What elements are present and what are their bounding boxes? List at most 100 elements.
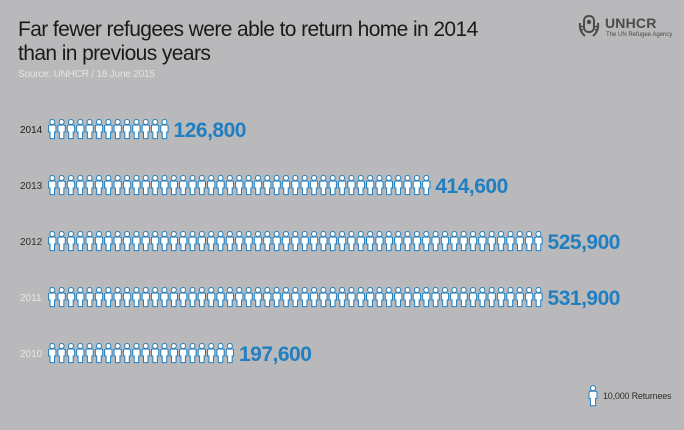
person-icon bbox=[235, 287, 244, 308]
person-icon bbox=[160, 175, 169, 196]
person-icon bbox=[178, 231, 188, 252]
person-icon bbox=[235, 175, 244, 196]
person-icon bbox=[48, 175, 57, 196]
person-icon bbox=[384, 231, 394, 252]
person-icon bbox=[412, 287, 422, 308]
value-label-2012: 525,900 bbox=[548, 231, 620, 254]
person-icon bbox=[113, 175, 122, 196]
person-icon bbox=[300, 287, 309, 308]
person-icon bbox=[328, 175, 337, 196]
person-icon bbox=[94, 287, 104, 308]
person-icon bbox=[244, 287, 253, 308]
person-icon bbox=[515, 287, 524, 308]
person-icon bbox=[478, 231, 487, 252]
person-icon bbox=[57, 231, 66, 252]
person-icon bbox=[160, 343, 169, 364]
person-icon bbox=[375, 175, 384, 196]
person-icon bbox=[94, 175, 104, 196]
value-label-2010: 197,600 bbox=[239, 343, 311, 366]
icon-row-2014 bbox=[48, 119, 169, 140]
person-icon bbox=[365, 175, 375, 196]
person-icon bbox=[412, 231, 422, 252]
person-icon bbox=[384, 175, 394, 196]
person-icon bbox=[66, 175, 76, 196]
person-icon bbox=[150, 119, 160, 140]
legend-label: 10,000 Returnees bbox=[603, 391, 672, 401]
person-icon bbox=[104, 343, 113, 364]
person-icon bbox=[272, 175, 281, 196]
person-icon bbox=[347, 175, 356, 196]
person-icon bbox=[141, 119, 150, 140]
person-icon bbox=[178, 343, 188, 364]
person-icon bbox=[588, 385, 598, 407]
person-icon bbox=[347, 287, 356, 308]
value-label-2014: 126,800 bbox=[174, 119, 246, 142]
person-icon bbox=[506, 287, 515, 308]
person-icon bbox=[468, 231, 478, 252]
row-label-2011: 2011 bbox=[20, 293, 42, 304]
person-icon bbox=[178, 287, 188, 308]
person-icon bbox=[141, 343, 150, 364]
person-icon bbox=[207, 287, 216, 308]
person-icon bbox=[496, 231, 506, 252]
value-label-2013: 414,600 bbox=[435, 175, 507, 198]
person-icon bbox=[225, 231, 235, 252]
person-icon bbox=[48, 343, 57, 364]
person-icon bbox=[150, 175, 160, 196]
person-icon bbox=[319, 231, 328, 252]
person-icon bbox=[169, 287, 178, 308]
person-icon bbox=[216, 231, 225, 252]
person-icon bbox=[496, 287, 506, 308]
person-icon bbox=[216, 175, 225, 196]
person-icon bbox=[150, 231, 160, 252]
icon-row-2010 bbox=[48, 343, 235, 364]
person-icon bbox=[356, 287, 365, 308]
person-icon bbox=[104, 175, 113, 196]
person-icon bbox=[272, 231, 281, 252]
person-icon bbox=[263, 175, 272, 196]
person-icon bbox=[440, 287, 450, 308]
logo-subtitle: The UN Refugee Agency bbox=[606, 32, 673, 38]
person-icon bbox=[216, 343, 225, 364]
source-note: Source: UNHCR / 18 June 2015 bbox=[18, 69, 155, 80]
person-icon bbox=[253, 175, 263, 196]
person-icon bbox=[85, 119, 94, 140]
person-icon bbox=[104, 287, 113, 308]
person-icon bbox=[85, 287, 94, 308]
person-icon bbox=[309, 175, 319, 196]
row-label-2010: 2010 bbox=[20, 349, 43, 360]
person-icon bbox=[150, 287, 160, 308]
person-icon bbox=[188, 343, 197, 364]
person-icon bbox=[150, 343, 160, 364]
unhcr-emblem-icon bbox=[578, 14, 600, 37]
person-icon bbox=[160, 287, 169, 308]
row-label-2014: 2014 bbox=[20, 125, 43, 136]
person-icon bbox=[141, 175, 150, 196]
person-icon bbox=[113, 231, 122, 252]
value-label-2011: 531,900 bbox=[548, 287, 620, 310]
person-icon bbox=[48, 231, 57, 252]
person-icon bbox=[422, 231, 431, 252]
person-icon bbox=[478, 287, 487, 308]
person-icon bbox=[197, 231, 207, 252]
person-icon bbox=[319, 287, 328, 308]
person-icon bbox=[197, 343, 207, 364]
person-icon bbox=[394, 231, 403, 252]
person-icon bbox=[197, 287, 207, 308]
icon-row-2011 bbox=[48, 287, 543, 308]
person-icon bbox=[122, 119, 132, 140]
person-icon bbox=[85, 231, 94, 252]
person-icon bbox=[235, 231, 244, 252]
person-icon bbox=[450, 287, 459, 308]
person-icon bbox=[188, 175, 197, 196]
person-icon bbox=[207, 231, 216, 252]
person-icon bbox=[356, 175, 365, 196]
person-icon bbox=[216, 287, 225, 308]
person-icon bbox=[253, 287, 263, 308]
person-icon bbox=[225, 287, 235, 308]
person-icon bbox=[113, 287, 122, 308]
person-icon bbox=[375, 231, 384, 252]
person-icon bbox=[94, 343, 104, 364]
person-icon bbox=[122, 287, 132, 308]
person-icon bbox=[76, 175, 85, 196]
